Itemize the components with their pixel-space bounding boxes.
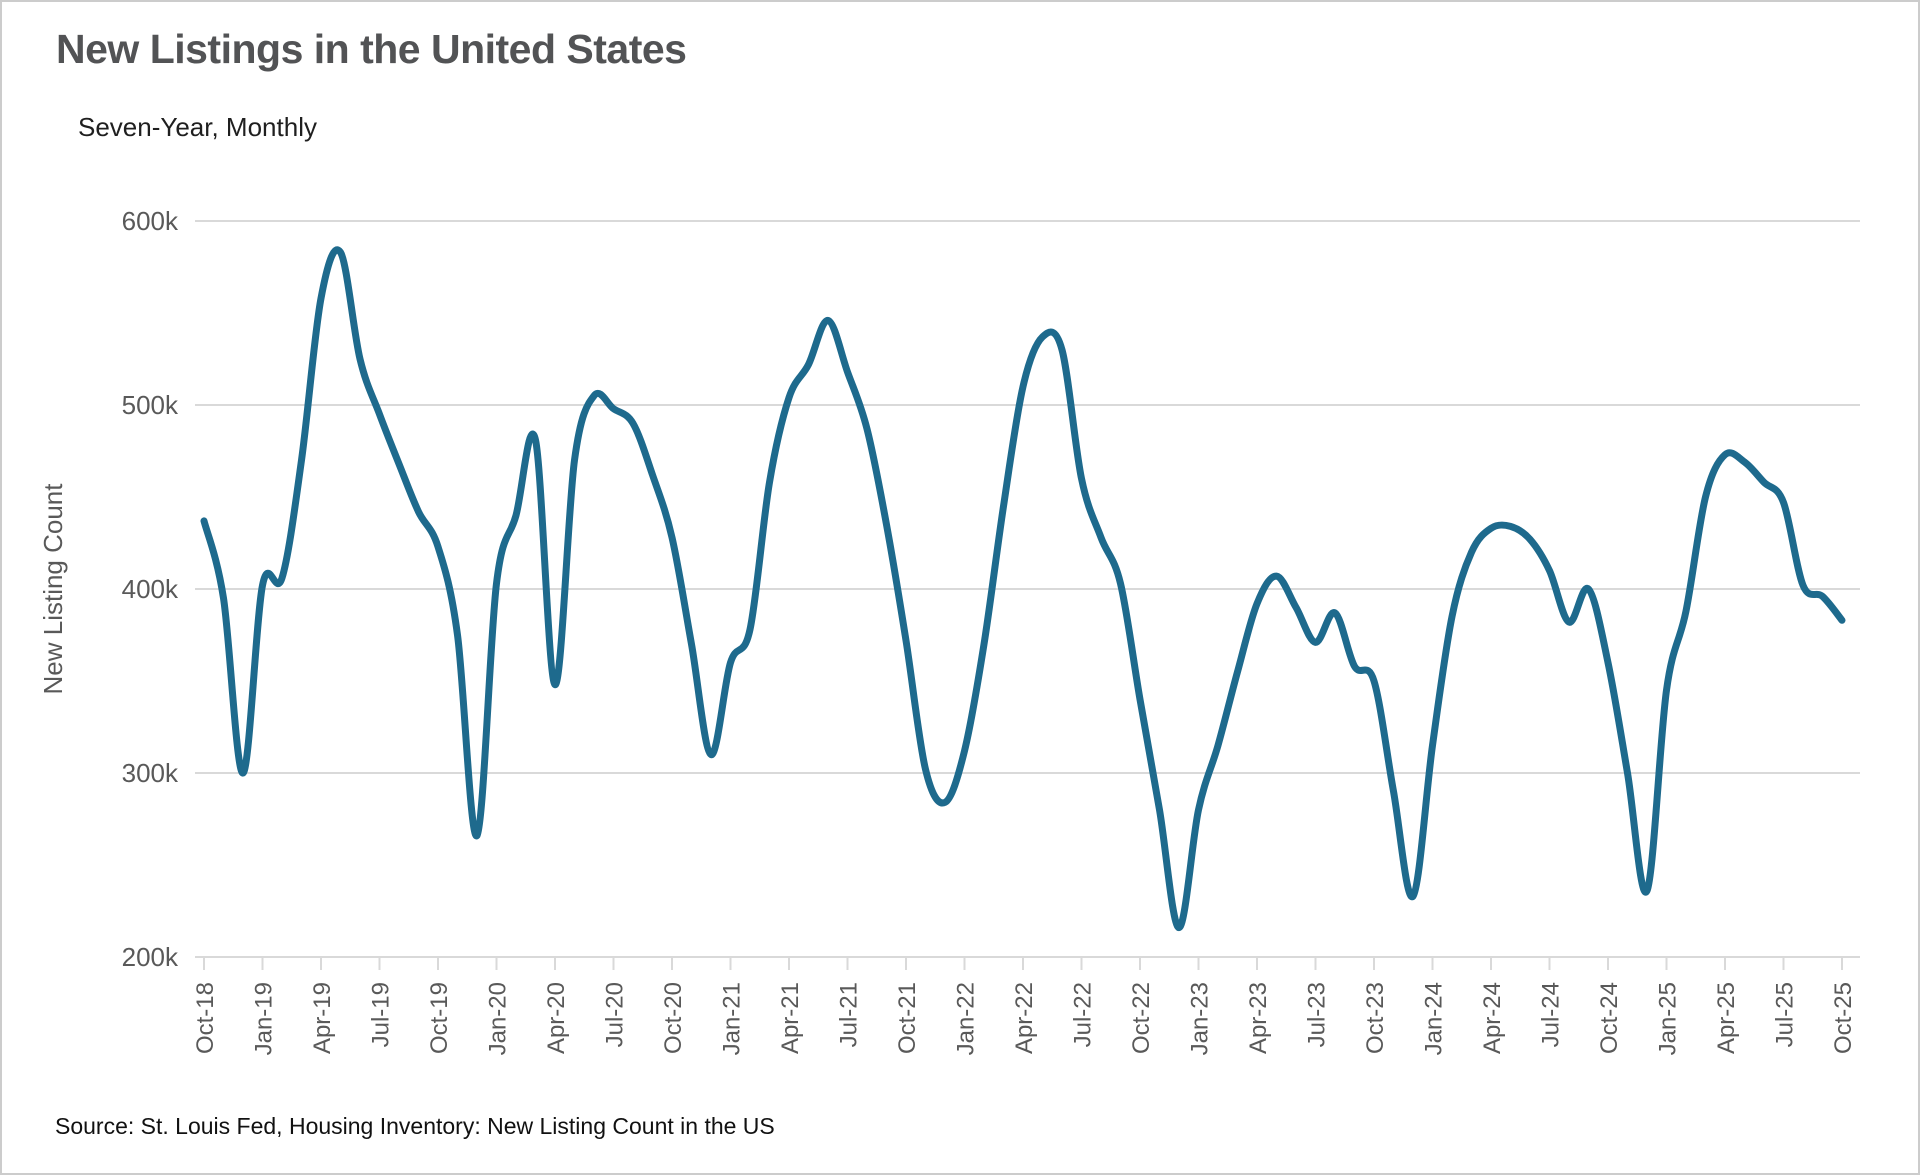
x-tick-label: Jul-22 <box>1070 982 1097 1047</box>
y-tick-label: 500k <box>122 390 179 420</box>
x-tick-label: Jul-21 <box>836 982 863 1047</box>
x-tick-label: Jan-22 <box>953 982 980 1055</box>
x-tick-label: Jan-21 <box>719 982 746 1055</box>
data-series-line <box>200 246 1846 932</box>
x-tick-label: Apr-19 <box>309 982 336 1054</box>
x-tick-label: Jan-25 <box>1655 982 1682 1055</box>
x-tick-label: Apr-24 <box>1479 982 1506 1054</box>
y-tick-label: 400k <box>122 574 179 604</box>
x-tick-label: Oct-20 <box>660 982 687 1054</box>
x-tick-label: Oct-25 <box>1830 982 1857 1054</box>
x-tick-label: Oct-21 <box>894 982 921 1054</box>
x-tick-label: Jan-20 <box>485 982 512 1055</box>
y-axis-title: New Listing Count <box>38 483 68 695</box>
x-tick-label: Jan-24 <box>1421 982 1448 1055</box>
x-tick-label: Apr-21 <box>777 982 804 1054</box>
source-note: Source: St. Louis Fed, Housing Inventory… <box>55 1113 775 1139</box>
x-tick-label: Jul-23 <box>1304 982 1331 1047</box>
x-tick-label: Jul-20 <box>602 982 629 1047</box>
chart-title: New Listings in the United States <box>56 26 687 72</box>
x-tick-label: Apr-22 <box>1011 982 1038 1054</box>
x-tick-label: Jan-19 <box>251 982 278 1055</box>
x-tick-label: Jul-19 <box>368 982 395 1047</box>
x-tick-label: Oct-18 <box>192 982 219 1054</box>
x-tick-label: Oct-24 <box>1596 982 1623 1054</box>
x-tick-label: Jan-23 <box>1187 982 1214 1055</box>
x-tick-label: Oct-22 <box>1128 982 1155 1054</box>
x-tick-label: Oct-19 <box>426 982 453 1054</box>
x-tick-label: Apr-23 <box>1245 982 1272 1054</box>
x-tick-label: Jul-24 <box>1538 982 1565 1047</box>
x-tick-label: Apr-25 <box>1713 982 1740 1054</box>
x-tick-label: Apr-20 <box>543 982 570 1054</box>
x-tick-label: Jul-25 <box>1772 982 1799 1047</box>
y-tick-label: 300k <box>122 758 179 788</box>
y-tick-label: 200k <box>122 942 179 972</box>
x-tick-label: Oct-23 <box>1362 982 1389 1054</box>
y-tick-label: 600k <box>122 206 179 236</box>
chart-subtitle: Seven-Year, Monthly <box>78 112 317 142</box>
